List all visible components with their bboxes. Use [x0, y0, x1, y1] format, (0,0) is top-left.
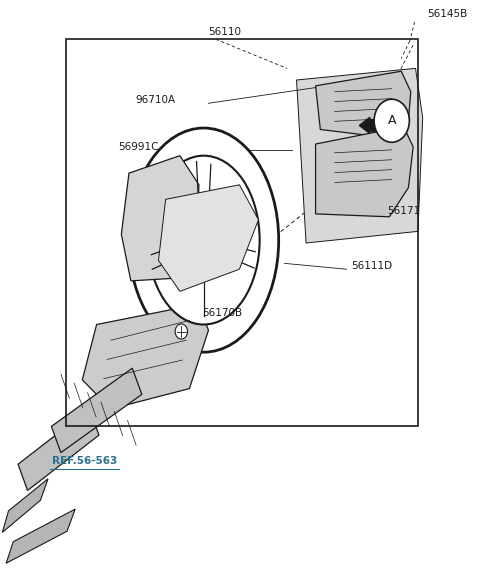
Bar	[66, 39, 418, 426]
Circle shape	[374, 99, 409, 142]
Polygon shape	[158, 185, 258, 291]
Text: 56991C: 56991C	[118, 142, 158, 152]
Ellipse shape	[148, 156, 260, 325]
Polygon shape	[2, 479, 48, 532]
Polygon shape	[315, 71, 411, 138]
Text: A: A	[387, 114, 396, 128]
Polygon shape	[6, 509, 75, 563]
Polygon shape	[51, 368, 142, 453]
Polygon shape	[121, 156, 199, 281]
Text: 56111D: 56111D	[351, 261, 392, 271]
Polygon shape	[297, 68, 423, 243]
Polygon shape	[315, 126, 413, 217]
Circle shape	[175, 324, 188, 339]
Text: 56145B: 56145B	[427, 9, 468, 19]
FancyArrow shape	[360, 117, 382, 133]
Text: 56170B: 56170B	[203, 308, 243, 318]
Ellipse shape	[182, 208, 225, 272]
Text: REF.56-563: REF.56-563	[52, 456, 117, 466]
Text: 56110: 56110	[209, 27, 241, 37]
Polygon shape	[82, 304, 208, 409]
Text: 56171: 56171	[387, 206, 420, 216]
Text: 96710A: 96710A	[135, 95, 175, 105]
Ellipse shape	[129, 128, 279, 352]
Polygon shape	[18, 409, 99, 490]
